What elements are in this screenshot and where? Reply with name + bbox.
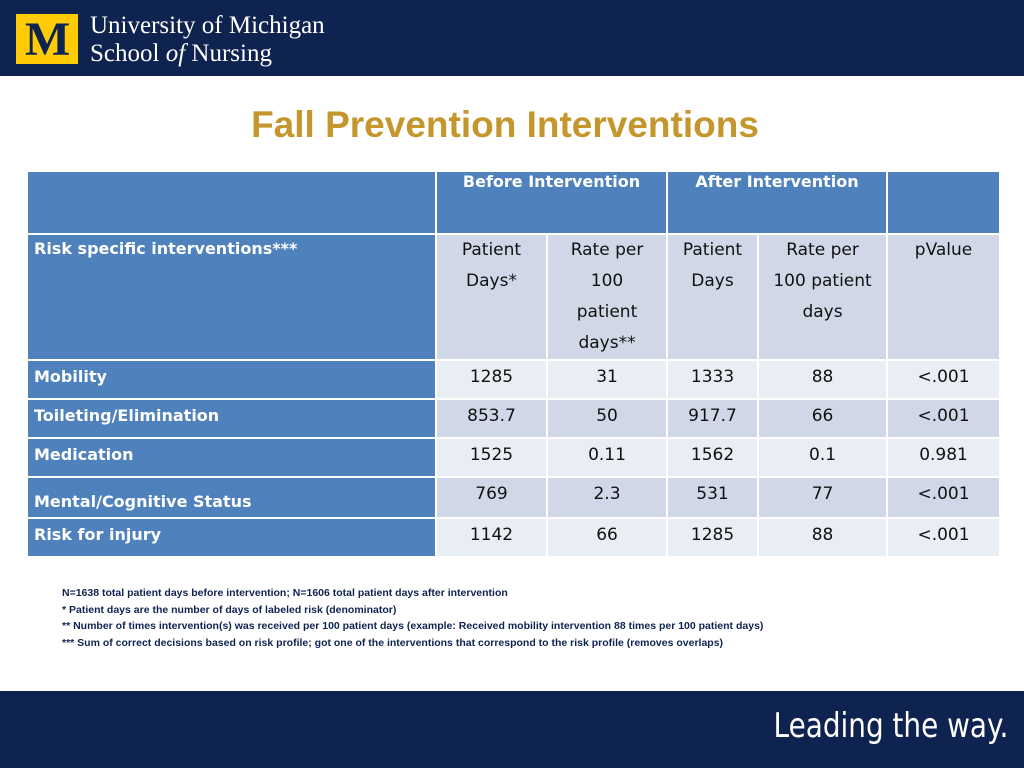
cell-value: 1142 xyxy=(435,517,548,558)
sub-header-line: Days* xyxy=(466,271,517,291)
cell-value: 769 xyxy=(435,476,548,519)
cell-value: 1525 xyxy=(435,437,548,478)
footnote-patient-days: * Patient days are the number of days of… xyxy=(62,603,397,616)
row-label: Mental/Cognitive Status xyxy=(26,476,437,519)
cell-value: <.001 xyxy=(886,517,1002,558)
cell-value: 1562 xyxy=(666,437,760,478)
cell-value: <.001 xyxy=(886,359,1002,400)
cell-value: 1285 xyxy=(666,517,760,558)
cell-value: 0.11 xyxy=(545,437,669,478)
cell-value: 531 xyxy=(666,476,760,519)
cell-value: 31 xyxy=(545,359,669,400)
row-label: Risk for injury xyxy=(26,517,437,558)
cell-value: 66 xyxy=(757,398,889,439)
school-name-line2-post: Nursing xyxy=(185,40,272,67)
sub-header-line: Rate per xyxy=(786,240,859,260)
cell-value: 50 xyxy=(545,398,669,439)
sub-header-before-rate: Rate per 100 patient days** xyxy=(545,233,669,361)
group-header-blank-left xyxy=(26,170,437,235)
footnote-risk-specific: *** Sum of correct decisions based on ri… xyxy=(62,636,724,649)
slide-title: Fall Prevention Interventions xyxy=(251,104,759,145)
cell-value: 853.7 xyxy=(435,398,548,439)
cell-value: <.001 xyxy=(886,398,1002,439)
sub-header-line: patient xyxy=(576,302,638,322)
cell-value: 0.1 xyxy=(757,437,889,478)
sub-header-line: 100 xyxy=(590,271,624,291)
school-name-line2-pre: School xyxy=(90,40,166,67)
group-header-before: Before Intervention xyxy=(434,170,669,235)
sub-header-line: Patient xyxy=(461,240,522,260)
group-header-blank-right xyxy=(886,170,1002,235)
row-label: Mobility xyxy=(26,359,437,400)
results-table: Before Intervention After Intervention R… xyxy=(26,170,1002,558)
cell-value: 66 xyxy=(545,517,669,558)
school-name: University of Michigan School of Nursing xyxy=(90,12,325,68)
footer-bar xyxy=(0,691,1024,768)
row-label: Medication xyxy=(26,437,437,478)
cell-value: 88 xyxy=(757,517,889,558)
row-label-header: Risk specific interventions*** xyxy=(26,233,437,361)
school-name-line1: University of Michigan xyxy=(90,12,325,39)
sub-header-pvalue: pValue xyxy=(886,233,1002,361)
sub-header-line: pValue xyxy=(914,240,973,260)
cell-value: 1333 xyxy=(666,359,760,400)
group-header-row: Before Intervention After Intervention xyxy=(26,170,1002,235)
table-row-mobility: Mobility 1285 31 1333 88 <.001 xyxy=(26,359,1002,400)
table-row-mental-cognitive: Mental/Cognitive Status 769 2.3 531 77 <… xyxy=(26,476,1002,519)
sub-header-line: Patient xyxy=(682,240,743,260)
footer-tagline: Leading the way. xyxy=(773,706,1008,746)
sub-header-line: 100 patient xyxy=(773,271,872,291)
sub-header-before-days: Patient Days* xyxy=(435,233,548,361)
header-bar xyxy=(0,0,1024,76)
school-name-line2-italic: of xyxy=(165,40,186,67)
sub-header-line: Rate per xyxy=(570,240,644,260)
cell-value: 0.981 xyxy=(886,437,1002,478)
cell-value: 88 xyxy=(757,359,889,400)
sub-header-after-days: Patient Days xyxy=(666,233,760,361)
row-label: Toileting/Elimination xyxy=(26,398,437,439)
sub-header-line: days** xyxy=(578,333,636,353)
cell-value: 2.3 xyxy=(545,476,669,519)
cell-value: 917.7 xyxy=(666,398,760,439)
cell-value: 77 xyxy=(757,476,889,519)
footnotes: N=1638 total patient days before interve… xyxy=(62,585,763,651)
table-row-risk-for-injury: Risk for injury 1142 66 1285 88 <.001 xyxy=(26,517,1002,558)
sub-header-line: Days xyxy=(691,271,734,291)
table-row-medication: Medication 1525 0.11 1562 0.1 0.981 xyxy=(26,437,1002,478)
sub-header-row: Risk specific interventions*** Patient D… xyxy=(26,233,1002,361)
table-row-toileting: Toileting/Elimination 853.7 50 917.7 66 … xyxy=(26,398,1002,439)
cell-value: <.001 xyxy=(886,476,1002,519)
group-header-after: After Intervention xyxy=(666,170,889,235)
university-logo: M xyxy=(16,14,78,64)
footnote-totals: N=1638 total patient days before interve… xyxy=(62,587,508,599)
logo-letter: M xyxy=(24,13,70,66)
sub-header-after-rate: Rate per 100 patient days xyxy=(757,233,889,361)
school-name-line2: School of Nursing xyxy=(90,40,325,68)
cell-value: 1285 xyxy=(435,359,548,400)
sub-header-line: days xyxy=(802,302,843,322)
footnote-rate: ** Number of times intervention(s) was r… xyxy=(62,620,764,632)
